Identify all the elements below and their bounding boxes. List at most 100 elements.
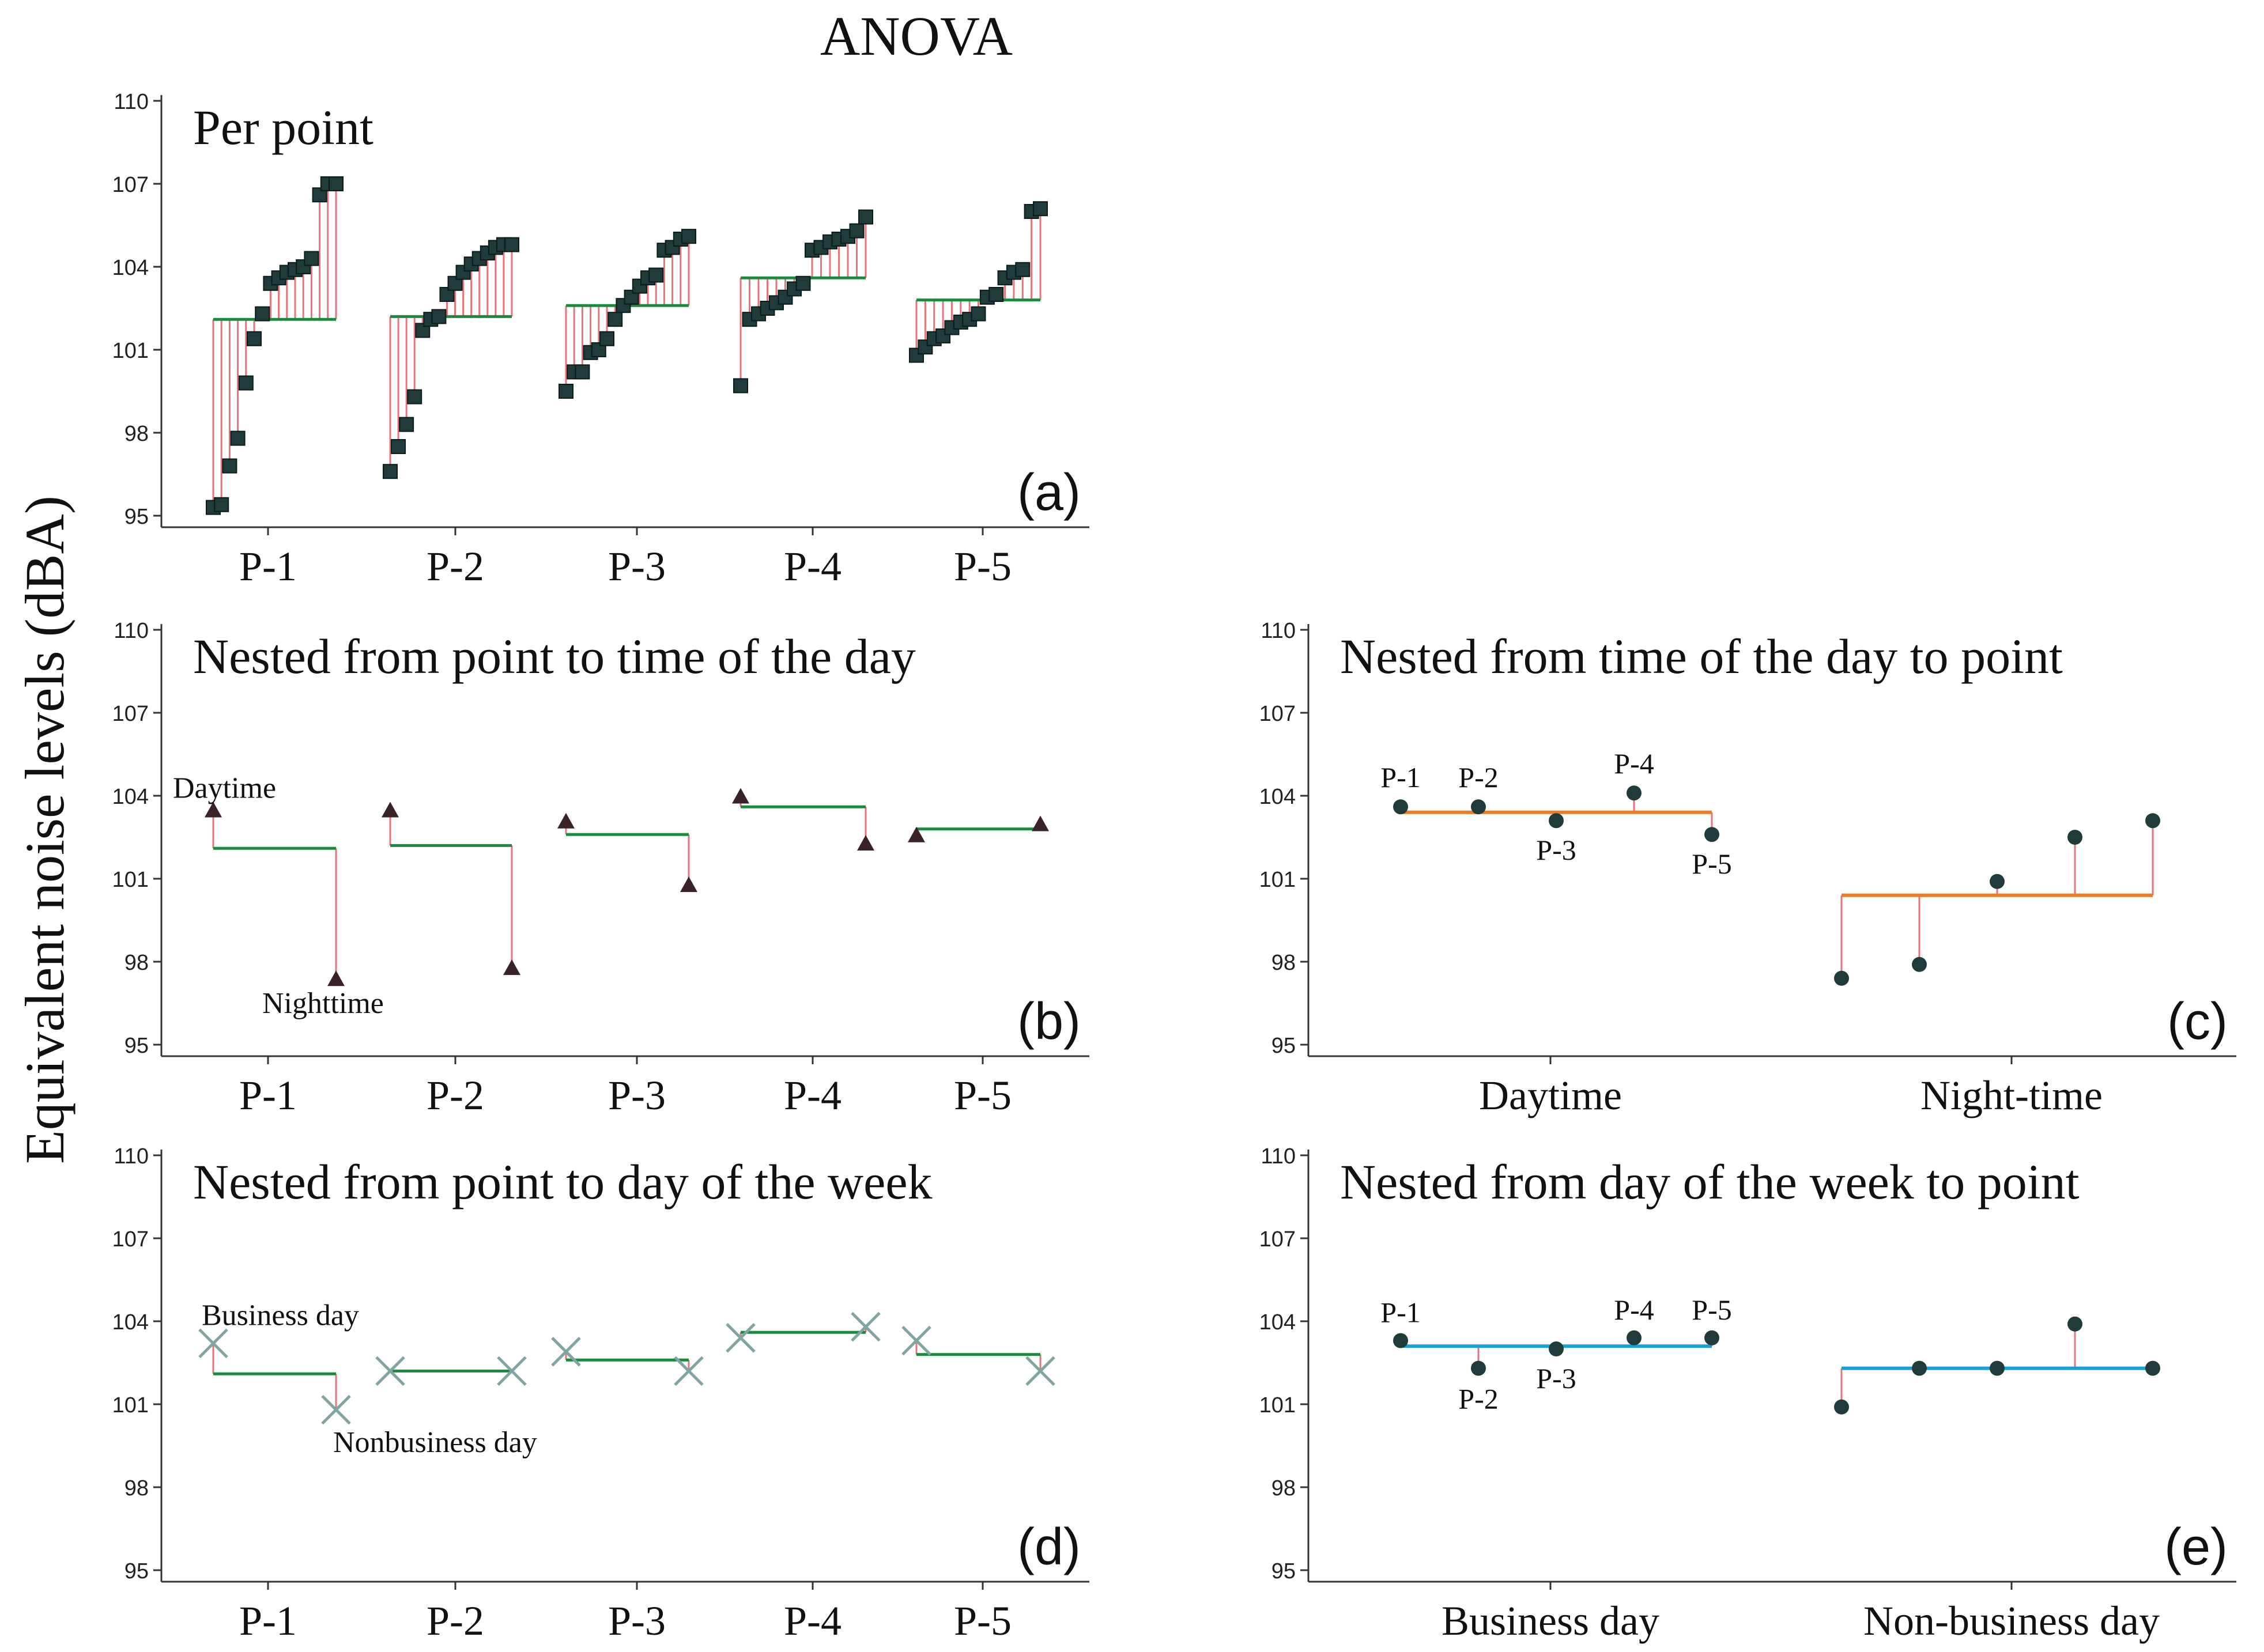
y-tick-label: 101 bbox=[112, 1393, 149, 1417]
y-tick-label: 107 bbox=[112, 702, 149, 726]
data-point-circle bbox=[1912, 1360, 1927, 1376]
data-point-square bbox=[849, 223, 865, 239]
y-tick-label: 98 bbox=[1271, 951, 1296, 975]
y-tick-label: 98 bbox=[124, 1476, 149, 1500]
x-tick-label: P-5 bbox=[954, 543, 1012, 589]
data-point-square bbox=[407, 389, 422, 405]
data-point-cross bbox=[497, 1356, 527, 1386]
data-point-cross bbox=[375, 1356, 405, 1386]
y-tick-label: 98 bbox=[1271, 1476, 1296, 1500]
data-point-square bbox=[575, 364, 590, 380]
data-point-square bbox=[391, 439, 406, 454]
data-point-square bbox=[858, 209, 873, 225]
data-point-circle bbox=[1912, 957, 1927, 972]
panel-c-time-to-point: 95 98 101 104 107 110 Daytime Night-time Nested … bbox=[1259, 619, 2236, 1118]
data-point-square bbox=[431, 309, 447, 324]
data-point-circle bbox=[1471, 1360, 1486, 1376]
y-tick-label: 110 bbox=[114, 90, 149, 114]
y-tick-label: 104 bbox=[112, 256, 149, 280]
y-tick-label: 107 bbox=[112, 173, 149, 197]
data-point-triangle bbox=[327, 970, 345, 986]
data-point-cross bbox=[1025, 1356, 1055, 1386]
data-point-circle bbox=[2067, 830, 2082, 845]
point-label: P-5 bbox=[1692, 1294, 1731, 1326]
data-point-square bbox=[383, 464, 398, 479]
data-point-square bbox=[795, 275, 811, 291]
data-point-square bbox=[624, 289, 639, 305]
y-tick-label: 101 bbox=[112, 868, 149, 892]
x-tick-label: P-1 bbox=[239, 1072, 297, 1118]
annotation-daytime: Daytime bbox=[173, 772, 276, 805]
point-label: P-1 bbox=[1380, 1296, 1420, 1329]
data-point-cross bbox=[198, 1328, 228, 1359]
annotation-nonbusiness-day: Nonbusiness day bbox=[333, 1426, 537, 1459]
data-point-square bbox=[1015, 262, 1031, 277]
x-tick-label: Night-time bbox=[1920, 1072, 2103, 1118]
data-point-circle bbox=[1704, 1330, 1719, 1345]
data-point-triangle bbox=[680, 876, 697, 893]
data-point-cross bbox=[851, 1311, 881, 1342]
x-tick-label: P-3 bbox=[608, 543, 666, 589]
panel-label: (c) bbox=[2167, 993, 2228, 1050]
data-point-circle bbox=[2145, 1360, 2160, 1376]
data-point-triangle bbox=[732, 788, 749, 804]
panel-e-week-to-point: 95 98 101 104 107 110 Business day Non-business… bbox=[1259, 1144, 2236, 1644]
x-tick-label: Non-business day bbox=[1863, 1598, 2160, 1644]
y-tick-label: 110 bbox=[1261, 1144, 1296, 1169]
x-tick-label: P-5 bbox=[954, 1072, 1012, 1118]
data-point-triangle bbox=[205, 802, 222, 818]
data-point-circle bbox=[1393, 799, 1408, 815]
data-point-square bbox=[214, 497, 229, 512]
y-tick-label: 110 bbox=[114, 1144, 149, 1169]
data-point-square bbox=[238, 375, 254, 391]
y-tick-label: 101 bbox=[1259, 1393, 1296, 1417]
data-point-square bbox=[971, 306, 986, 322]
data-point-circle bbox=[1549, 813, 1564, 829]
x-tick-label: P-4 bbox=[784, 543, 842, 589]
data-point-square bbox=[504, 237, 519, 252]
x-tick-label: P-1 bbox=[239, 543, 297, 589]
y-tick-label: 104 bbox=[1259, 785, 1296, 809]
data-point-square bbox=[399, 417, 414, 432]
data-point-triangle bbox=[1032, 815, 1049, 831]
panel-d-point-to-week: 95 98 101 104 107 110 P-1 P-2 P-3 P-4 P-5 Nested fr… bbox=[112, 1144, 1089, 1644]
panel-label: (d) bbox=[1017, 1518, 1081, 1576]
data-point-square bbox=[329, 176, 344, 191]
data-point-triangle bbox=[857, 835, 874, 851]
y-tick-label: 95 bbox=[124, 505, 149, 529]
data-point-circle bbox=[2067, 1316, 2082, 1332]
data-point-circle bbox=[1990, 874, 2005, 889]
point-label: P-1 bbox=[1380, 761, 1420, 793]
y-tick-label: 95 bbox=[124, 1559, 149, 1583]
data-point-circle bbox=[1834, 1399, 1849, 1415]
panel-title: Nested from day of the week to point bbox=[1340, 1154, 2080, 1209]
data-point-square bbox=[599, 331, 614, 346]
point-label: P-3 bbox=[1536, 834, 1576, 866]
data-point-square bbox=[247, 331, 262, 346]
y-tick-label: 101 bbox=[112, 339, 149, 363]
panel-title: Per point bbox=[193, 100, 373, 155]
data-point-square bbox=[733, 378, 748, 394]
y-tick-label: 104 bbox=[112, 1310, 149, 1335]
data-point-circle bbox=[1549, 1341, 1564, 1356]
x-tick-label: P-3 bbox=[608, 1598, 666, 1644]
annotation-business-day: Business day bbox=[202, 1299, 359, 1332]
point-label: P-5 bbox=[1692, 848, 1731, 880]
point-label: P-3 bbox=[1536, 1362, 1576, 1394]
x-tick-label: P-2 bbox=[427, 1598, 484, 1644]
panel-title: Nested from point to day of the week bbox=[193, 1154, 932, 1209]
data-point-circle bbox=[1627, 785, 1642, 801]
data-point-square bbox=[988, 287, 1004, 302]
data-point-square bbox=[304, 251, 319, 266]
data-point-triangle bbox=[382, 802, 399, 818]
annotation-nighttime: Nighttime bbox=[262, 987, 384, 1020]
x-tick-label: P-1 bbox=[239, 1598, 297, 1644]
data-point-cross bbox=[551, 1337, 581, 1367]
x-tick-label: P-4 bbox=[784, 1072, 842, 1118]
point-label: P-4 bbox=[1614, 747, 1654, 780]
data-point-triangle bbox=[503, 959, 520, 976]
x-tick-label: Business day bbox=[1442, 1598, 1659, 1644]
x-tick-label: P-5 bbox=[954, 1598, 1012, 1644]
data-point-square bbox=[778, 289, 793, 305]
